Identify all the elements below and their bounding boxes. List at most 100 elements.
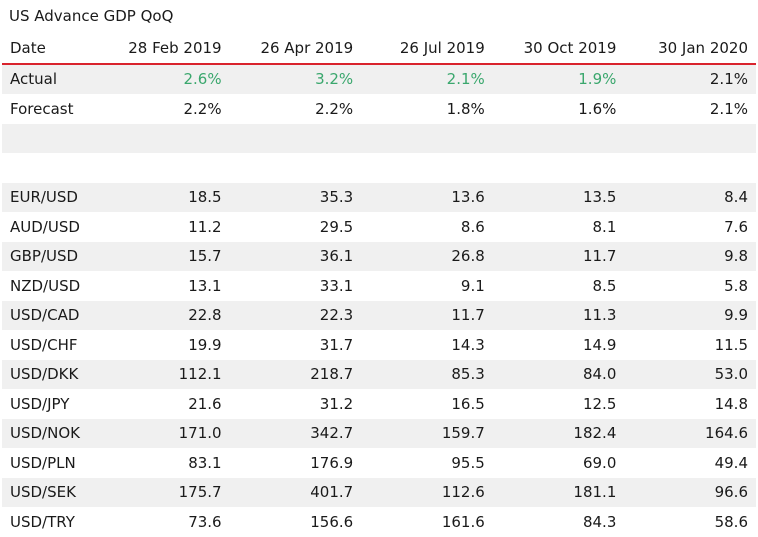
table-cell: 2.2% [183,99,222,118]
table-cell: 1.6% [578,99,617,118]
table-body: Actual 2.6% 3.2% 2.1% 1.9% 2.1% Forecast 2.2% 2.… [2,63,756,537]
table-cell: 85.3 [451,365,485,384]
table-cell: 164.6 [705,424,748,443]
table-cell: 83.1 [188,453,222,472]
table-row: USD/DKK 112.1 218.7 85.3 84.0 53.0 [2,359,756,389]
table-cell: 12.5 [582,394,617,413]
table-cell: 35.3 [319,188,354,207]
table-cell: 181.1 [573,483,617,502]
table-cell: 2.6% [183,70,222,89]
table-cell [493,124,625,154]
table-cell: 31.2 [319,394,354,413]
table-cell: 9.8 [724,247,748,266]
row-label: USD/JPY [10,394,70,413]
table-cell: 171.0 [178,424,222,443]
table-cell: 22.8 [188,306,222,325]
table-cell: 58.6 [714,512,748,531]
table-cell: 2.1% [446,70,485,89]
row-label: USD/NOK [10,424,80,443]
table-cell: 8.5 [592,276,617,295]
table-cell: 26.8 [451,247,485,266]
table-row: USD/SEK 175.7 401.7 112.6 181.1 96.6 [2,477,756,507]
table-cell: 156.6 [310,512,354,531]
table-cell: 84.0 [582,365,617,384]
table-cell: 96.6 [714,483,748,502]
table-row: USD/CHF 19.9 31.7 14.3 14.9 11.5 [2,330,756,360]
header-column: 26 Apr 2019 [260,38,354,57]
table-cell: 11.5 [714,335,748,354]
table-cell [624,124,756,154]
row-label: USD/CHF [10,335,78,354]
row-label: USD/DKK [10,365,79,384]
table-cell [361,153,493,183]
table-cell: 8.6 [460,217,485,236]
table-cell: 5.8 [724,276,748,295]
table-cell: 182.4 [573,424,617,443]
table-row: GBP/USD 15.7 36.1 26.8 11.7 9.8 [2,241,756,271]
table-cell: 8.1 [592,217,617,236]
row-label: USD/SEK [10,483,76,502]
header-row: Date 28 Feb 2019 26 Apr 2019 26 Jul 2019… [2,33,756,64]
row-label [2,124,98,154]
table-title: US Advance GDP QoQ [9,7,174,25]
table-row: EUR/USD 18.5 35.3 13.6 13.5 8.4 [2,182,756,212]
table-cell: 11.7 [451,306,485,325]
table-cell: 13.6 [451,188,485,207]
table-cell: 22.3 [319,306,354,325]
table-cell: 31.7 [319,335,354,354]
row-label: USD/PLN [10,453,76,472]
table-cell: 9.1 [460,276,485,295]
header-column: 30 Oct 2019 [523,38,617,57]
table-row: USD/NOK 171.0 342.7 159.7 182.4 164.6 [2,418,756,448]
table-cell: 2.1% [709,70,748,89]
table-cell: 9.9 [724,306,748,325]
table-cell [493,153,625,183]
table-cell: 3.2% [315,70,354,89]
table-cell: 53.0 [714,365,748,384]
row-label: USD/CAD [10,306,80,325]
table-cell [98,124,230,154]
table-row: USD/CAD 22.8 22.3 11.7 11.3 9.9 [2,300,756,330]
table-row: Actual 2.6% 3.2% 2.1% 1.9% 2.1% [2,63,756,94]
table-cell: 175.7 [178,483,222,502]
table-cell [98,153,230,183]
table-cell: 19.9 [188,335,222,354]
table-cell: 1.9% [578,70,617,89]
table-row: USD/PLN 83.1 176.9 95.5 69.0 49.4 [2,448,756,478]
table-row [2,123,756,154]
table-cell: 11.2 [188,217,222,236]
header-column: 30 Jan 2020 [658,38,748,57]
table-row: NZD/USD 13.1 33.1 9.1 8.5 5.8 [2,271,756,301]
table-cell [230,153,362,183]
table-cell [624,153,756,183]
table-cell: 21.6 [188,394,222,413]
table-cell: 11.7 [582,247,617,266]
header-column: 26 Jul 2019 [399,38,485,57]
table-cell: 13.1 [188,276,222,295]
table-cell: 16.5 [451,394,485,413]
table-cell: 161.6 [441,512,485,531]
table-cell: 84.3 [582,512,617,531]
row-label: GBP/USD [10,247,79,266]
table-cell: 33.1 [319,276,354,295]
table-row: AUD/USD 11.2 29.5 8.6 8.1 7.6 [2,212,756,242]
gdp-volatility-table: Date 28 Feb 2019 26 Apr 2019 26 Jul 2019… [2,33,756,537]
table-cell: 36.1 [319,247,354,266]
table-cell: 14.3 [451,335,485,354]
table-cell: 401.7 [310,483,354,502]
table-cell [361,124,493,154]
table-cell: 342.7 [310,424,354,443]
table-cell: 13.5 [582,188,617,207]
table-row: USD/JPY 21.6 31.2 16.5 12.5 14.8 [2,389,756,419]
table-cell: 29.5 [319,217,354,236]
table-cell: 2.2% [315,99,354,118]
header-column: 28 Feb 2019 [128,38,222,57]
table-cell: 15.7 [188,247,222,266]
header-date: Date [10,38,46,57]
table-cell: 14.8 [714,394,748,413]
table-cell: 8.4 [724,188,748,207]
table-row [2,153,756,183]
table-cell [230,124,362,154]
row-label [2,153,98,183]
row-label: USD/TRY [10,512,75,531]
